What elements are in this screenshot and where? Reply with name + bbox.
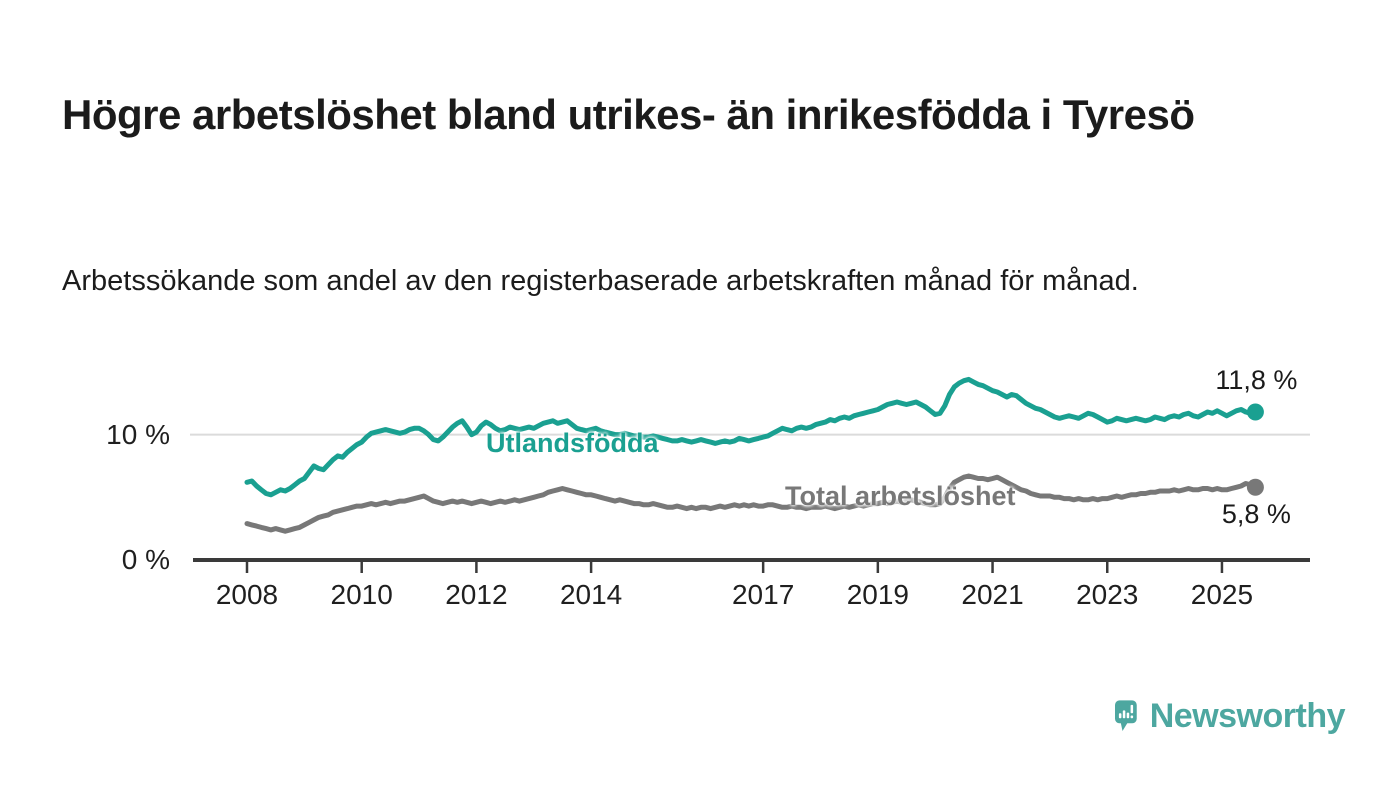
series-end-dot-1 xyxy=(1246,478,1264,496)
x-tick-label: 2017 xyxy=(731,579,795,610)
series-label-utlandsfodda: Utlandsfödda xyxy=(486,428,659,458)
x-tick-label: 2023 xyxy=(1076,579,1139,610)
page-title: Högre arbetslöshet bland utrikes- än inr… xyxy=(62,91,1195,139)
x-tick-label: 2010 xyxy=(330,579,393,610)
y-tick-label: 0 % xyxy=(121,544,170,575)
series-line-1 xyxy=(244,473,1258,534)
series-end-dot-0 xyxy=(1246,403,1264,421)
newsworthy-bubble-chart-icon xyxy=(1115,700,1137,732)
newsworthy-logo: Newsworthy xyxy=(1115,686,1346,746)
series-line-0 xyxy=(244,376,1258,498)
end-value-label-total-arbetsloshet: 5,8 % xyxy=(1221,499,1291,530)
y-tick-label: 10 % xyxy=(106,418,170,450)
newsworthy-logo-text: Newsworthy xyxy=(1149,696,1346,735)
x-tick-label: 2014 xyxy=(559,579,623,610)
x-tick-label: 2025 xyxy=(1190,579,1254,610)
end-value-label-utlandsfodda: 11,8 % xyxy=(1215,365,1298,396)
chart-subtitle: Arbetssökande som andel av den registerb… xyxy=(62,265,1139,297)
x-tick-label: 2012 xyxy=(445,579,508,610)
x-tick-label: 2008 xyxy=(215,579,279,610)
x-tick-label: 2019 xyxy=(846,579,909,610)
x-tick-label: 2021 xyxy=(961,579,1024,610)
series-label-total-arbetsloshet: Total arbetslöshet xyxy=(785,481,1016,511)
